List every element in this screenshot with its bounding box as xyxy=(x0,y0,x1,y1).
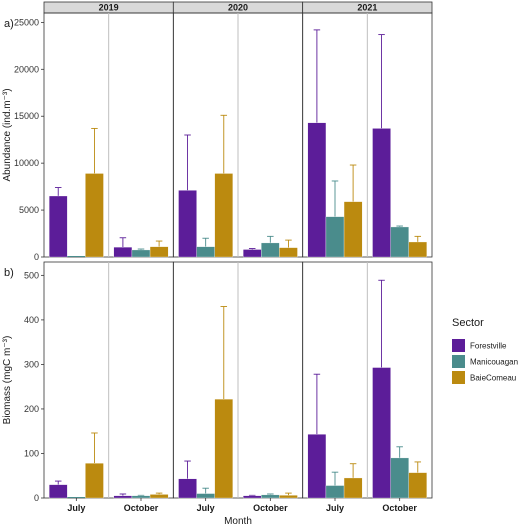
bar-forestville xyxy=(307,122,327,258)
bar-baiecomeau xyxy=(408,241,427,258)
y-axis-title: Biomass (mgC m⁻³) xyxy=(2,336,13,425)
y-tick-label: 25000 xyxy=(14,17,39,27)
bar-forestville xyxy=(243,249,262,258)
x-tick-label-october: October xyxy=(382,503,417,513)
bar-manicouagan xyxy=(196,246,215,258)
strip-label-2019: 2019 xyxy=(99,3,119,13)
bar-baiecomeau xyxy=(214,173,233,258)
legend-swatch-manicouagan xyxy=(452,355,465,368)
y-tick-label: 15000 xyxy=(14,111,39,121)
bar-baiecomeau xyxy=(279,247,298,258)
year-strips: 2019 2020 2021 xyxy=(43,1,433,14)
bar-baiecomeau xyxy=(343,477,363,499)
panel-biomass: b) Biomass (mgC m⁻³) 0 100 200 300 400 500 July O… xyxy=(2,261,433,513)
panel-tag: b) xyxy=(4,267,14,279)
bar-baiecomeau xyxy=(85,463,104,499)
strip-label-2020: 2020 xyxy=(228,3,248,13)
legend-label-manicouagan: Manicouagan xyxy=(470,358,518,367)
x-tick-label-july: July xyxy=(197,503,215,513)
y-tick-label: 400 xyxy=(24,315,39,325)
y-tick-label: 10000 xyxy=(14,158,39,168)
bar-manicouagan xyxy=(325,485,345,499)
y-tick-label: 0 xyxy=(34,252,39,262)
bar-forestville xyxy=(372,128,391,258)
bar-baiecomeau xyxy=(149,494,169,499)
strip-label-2021: 2021 xyxy=(357,3,377,13)
y-tick-label: 300 xyxy=(24,359,39,369)
y-tick-label: 200 xyxy=(24,404,39,414)
bar-forestville xyxy=(178,478,197,499)
bar-manicouagan xyxy=(390,457,409,499)
bar-baiecomeau xyxy=(149,246,169,258)
legend-label-forestville: Forestville xyxy=(470,342,507,351)
bar-forestville xyxy=(113,246,133,258)
panel-abundance: a) Abundance (ind.m⁻³) 0 5000 10000 15000 2000… xyxy=(2,12,433,262)
y-axis-title: Abundance (ind.m⁻³) xyxy=(2,88,13,181)
bar-forestville xyxy=(372,367,391,499)
legend-title: Sector xyxy=(452,317,484,329)
bar-manicouagan xyxy=(131,495,151,499)
x-tick-label-july: July xyxy=(67,503,85,513)
x-tick-label-october: October xyxy=(124,503,159,513)
x-tick-label-july: July xyxy=(326,503,344,513)
x-tick-label-october: October xyxy=(253,503,288,513)
bar-baiecomeau xyxy=(279,495,298,499)
bar-baiecomeau xyxy=(85,173,104,258)
x-axis-title: Month xyxy=(224,516,252,527)
legend: Sector Forestville Manicouagan BaieComeau xyxy=(452,317,518,384)
legend-swatch-forestville xyxy=(452,339,465,352)
bar-baiecomeau xyxy=(343,201,363,258)
bar-manicouagan xyxy=(196,493,215,499)
bar-forestville xyxy=(243,495,262,499)
bar-manicouagan xyxy=(261,242,280,258)
bar-forestville xyxy=(307,434,327,499)
bar-manicouagan xyxy=(325,216,345,258)
panel-tag: a) xyxy=(4,18,14,30)
legend-swatch-baiecomeau xyxy=(452,371,465,384)
bar-baiecomeau xyxy=(408,472,427,499)
bar-manicouagan xyxy=(390,226,409,258)
bar-manicouagan xyxy=(261,494,280,499)
bar-forestville xyxy=(49,484,68,499)
bar-forestville xyxy=(113,495,133,499)
bar-forestville xyxy=(178,190,197,258)
legend-label-baiecomeau: BaieComeau xyxy=(470,374,516,383)
chart-panels: a)Abundance (ind.m⁻³)0500010000150002000… xyxy=(2,12,433,513)
y-tick-label: 0 xyxy=(34,493,39,503)
y-tick-label: 5000 xyxy=(19,205,39,215)
bar-baiecomeau xyxy=(214,398,233,499)
bar-forestville xyxy=(49,195,68,258)
y-tick-label: 100 xyxy=(24,448,39,458)
y-tick-label: 20000 xyxy=(14,64,39,74)
y-tick-label: 500 xyxy=(24,270,39,280)
bar-manicouagan xyxy=(131,249,151,258)
